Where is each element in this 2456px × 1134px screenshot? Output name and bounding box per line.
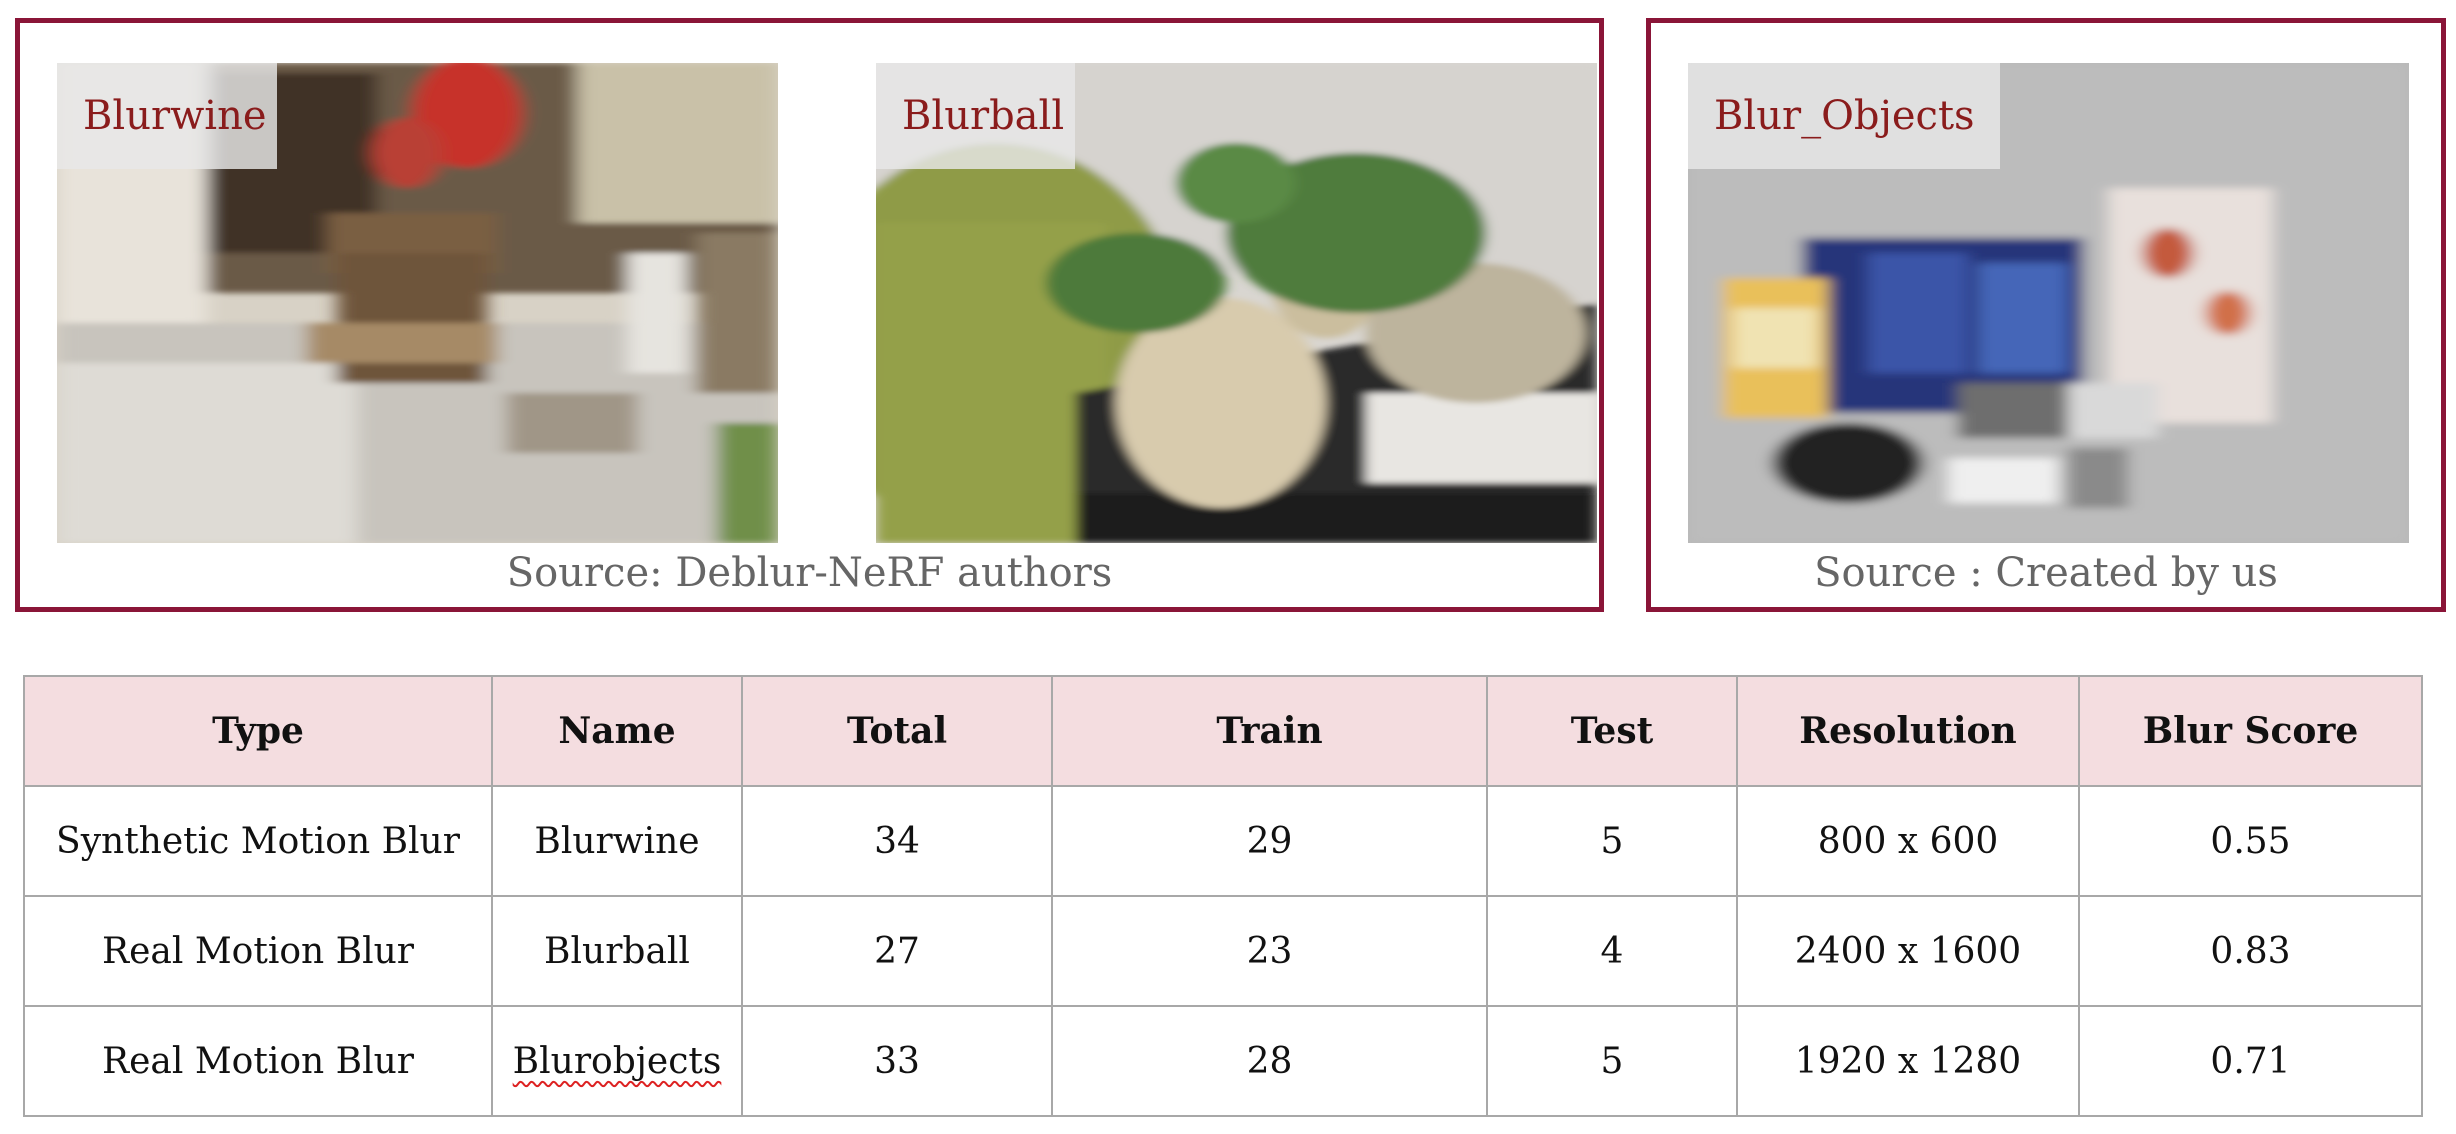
- cell-name: Blurobjects: [491, 1005, 743, 1117]
- header-name: Name: [491, 675, 743, 787]
- cell-blur-score: 0.71: [2078, 1005, 2423, 1117]
- cell-blur-score: 0.55: [2078, 785, 2423, 897]
- table-row: Real Motion Blur Blurobjects 33 28 5 192…: [23, 1005, 2423, 1117]
- cell-total: 27: [741, 895, 1053, 1007]
- cell-total: 33: [741, 1005, 1053, 1117]
- blur-objects-image: Blur_Objects: [1688, 63, 2409, 543]
- blur-objects-label: Blur_Objects: [1688, 63, 2000, 169]
- spellcheck-flagged-name: Blurobjects: [512, 1040, 722, 1082]
- left-source-caption: Source: Deblur-NeRF authors: [506, 550, 1113, 596]
- header-type: Type: [23, 675, 493, 787]
- right-source-caption: Source : Created by us: [1814, 550, 2278, 596]
- blurwine-label: Blurwine: [57, 63, 277, 169]
- cell-total: 34: [741, 785, 1053, 897]
- header-blur-score: Blur Score: [2078, 675, 2423, 787]
- table-row: Real Motion Blur Blurball 27 23 4 2400 x…: [23, 895, 2423, 1007]
- cell-resolution: 2400 x 1600: [1736, 895, 2080, 1007]
- cell-name: Blurwine: [491, 785, 743, 897]
- header-resolution: Resolution: [1736, 675, 2080, 787]
- cell-train: 29: [1051, 785, 1488, 897]
- cell-blur-score: 0.83: [2078, 895, 2423, 1007]
- cell-name: Blurball: [491, 895, 743, 1007]
- blurwine-image: Blurwine: [57, 63, 778, 543]
- blurball-image: Blurball: [876, 63, 1597, 543]
- cell-train: 28: [1051, 1005, 1488, 1117]
- cell-train: 23: [1051, 895, 1488, 1007]
- cell-type: Real Motion Blur: [23, 895, 493, 1007]
- cell-type: Synthetic Motion Blur: [23, 785, 493, 897]
- table-header-row: Type Name Total Train Test Resolution Bl…: [23, 675, 2423, 787]
- cell-test: 5: [1486, 1005, 1738, 1117]
- table-row: Synthetic Motion Blur Blurwine 34 29 5 8…: [23, 785, 2423, 897]
- deblur-nerf-panel: Blurwine Blurball Sou: [15, 18, 1604, 612]
- header-total: Total: [741, 675, 1053, 787]
- cell-resolution: 1920 x 1280: [1736, 1005, 2080, 1117]
- cell-type: Real Motion Blur: [23, 1005, 493, 1117]
- dataset-table: Type Name Total Train Test Resolution Bl…: [23, 675, 2423, 1117]
- cell-test: 4: [1486, 895, 1738, 1007]
- cell-test: 5: [1486, 785, 1738, 897]
- blurball-label: Blurball: [876, 63, 1075, 169]
- header-test: Test: [1486, 675, 1738, 787]
- cell-resolution: 800 x 600: [1736, 785, 2080, 897]
- created-by-us-panel: Blur_Objects Source : Created by us: [1646, 18, 2446, 612]
- blurball-scene: [876, 63, 1597, 543]
- blurwine-scene: [57, 63, 778, 543]
- header-train: Train: [1051, 675, 1488, 787]
